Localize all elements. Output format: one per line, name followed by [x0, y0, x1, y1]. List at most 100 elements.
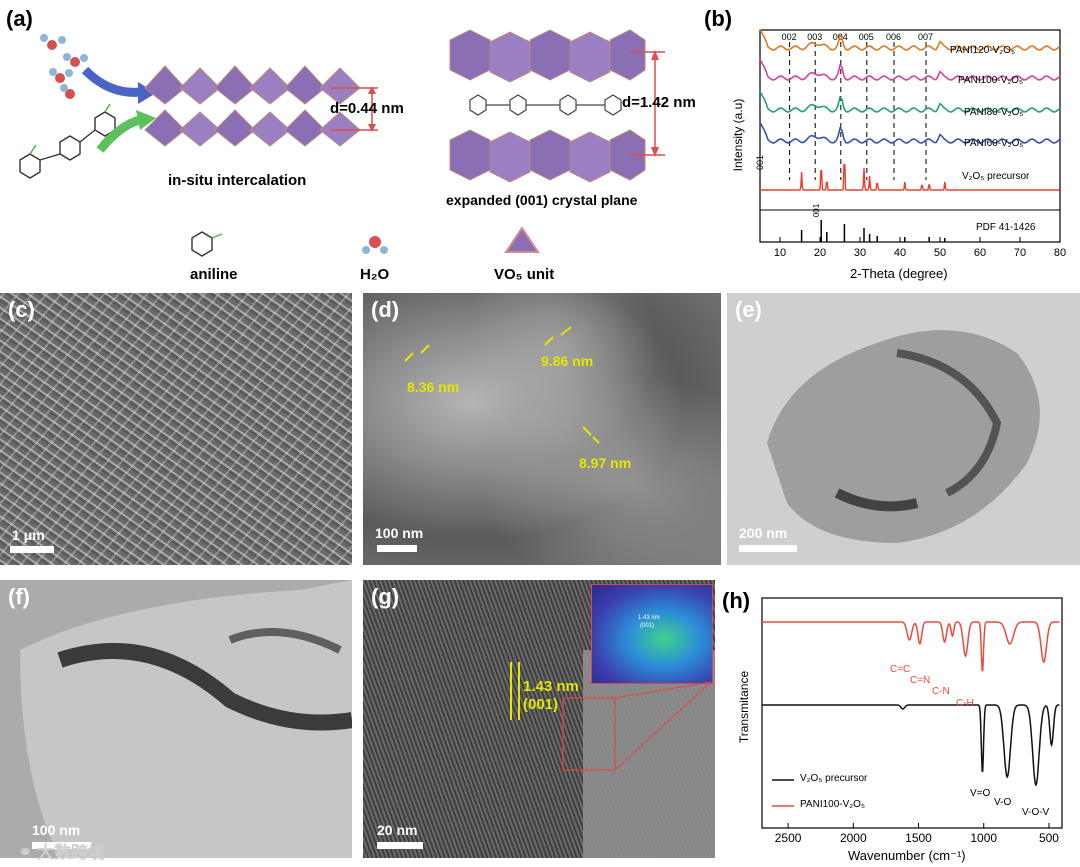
panel-e-tem: (e) 200 nm: [727, 293, 1080, 565]
bond-label-cc: C=C: [890, 664, 911, 675]
ftir-xtick-label: 2500: [775, 831, 802, 845]
panel-e-label: (e): [735, 297, 762, 322]
xrd-peak-label: 003: [807, 32, 822, 42]
watermark: ⚭ 大数跨境: [18, 838, 105, 863]
scale-bar-e: [739, 545, 797, 552]
bond-label-cn: C-N: [932, 686, 950, 697]
xrd-series-label-2: PANI100-V₂O₅: [958, 75, 1023, 86]
measure-label-2: 9.86 nm: [541, 353, 594, 369]
xrd-series-label-3: PANI80-V₂O₅: [964, 107, 1024, 118]
vo5-legend-icon: [504, 226, 540, 253]
d-spacing-right: d=1.42 nm: [622, 94, 696, 111]
legend-vo5-label: VO₅ unit: [494, 266, 555, 283]
lattice-spacing-label: 1.43 nm: [523, 678, 579, 695]
panel-a-schematic: [19, 29, 665, 257]
scale-text-f: 100 nm: [32, 822, 81, 838]
measure-arrows-icon: [404, 326, 600, 444]
scale-bar-d: [377, 545, 417, 552]
scale-bar-f: [32, 842, 92, 849]
panel-b: (b) 001 002 003 004 005 006 007 10 20 30 40 50 60 70…: [700, 0, 1080, 290]
bond-label-vo: V-O: [994, 797, 1012, 808]
tem-sheet-f: [20, 580, 352, 858]
bond-label-ch: C-H: [956, 698, 974, 709]
xrd-series-label-1: PANI120-V₂O₅: [950, 45, 1015, 56]
ftir-pani100-line: [762, 621, 1060, 672]
xrd-peak-label: 007: [918, 32, 933, 42]
panel-d-label: (d): [371, 297, 400, 322]
d-spacing-left: d=0.44 nm: [330, 100, 404, 117]
legend-aniline-label: aniline: [190, 266, 238, 283]
zoom-box-icon: [510, 662, 712, 771]
xrd-peak-label: 001: [755, 155, 765, 170]
ftir-ylabel: Transmitance: [737, 670, 751, 744]
ftir-xtick-label: 1500: [905, 831, 932, 845]
xrd-xtick-label: 10: [774, 247, 786, 259]
ftir-xtick-label: 500: [1039, 831, 1059, 845]
watermark-logo-icon: ⚭: [18, 843, 33, 862]
aniline-chain-icon: [19, 103, 116, 179]
xrd-series-line: [759, 122, 1061, 144]
panel-a: (a): [0, 0, 740, 290]
legend-precursor: V₂O₅ precursor: [800, 773, 868, 784]
legend-h2o-label: H₂O: [360, 266, 390, 283]
inset-spacing-label: 1.43 nm: [638, 615, 660, 621]
aniline-legend-icon: [191, 231, 223, 257]
scale-text-d: 100 nm: [375, 525, 424, 541]
ftir-xtick-label: 2000: [840, 831, 867, 845]
caption-expanded: expanded (001) crystal plane: [446, 192, 638, 208]
panel-g-hrtem: (g) 1.43 nm (001) 1.43 nm (001) 20 nm: [363, 580, 715, 858]
xrd-series-line: [759, 59, 1061, 81]
h2o-legend-icon: [362, 236, 388, 254]
xrd-peak-label: 002: [782, 32, 797, 42]
ftir-chart: 2500 2000 1500 1000 500: [761, 597, 1063, 845]
panel-h-label: (h): [722, 588, 751, 613]
scale-text-e: 200 nm: [739, 525, 788, 541]
measure-label-3: 8.97 nm: [579, 455, 632, 471]
watermark-text: 大数跨境: [36, 843, 105, 862]
panel-b-label: (b): [704, 6, 733, 31]
xrd-xtick-label: 40: [894, 247, 906, 259]
panel-d-sem: (d) 8.36 nm 9.86 nm 8.97 nm 100 nm: [363, 293, 721, 565]
caption-in-situ: in-situ intercalation: [168, 172, 307, 189]
v2o5-layers-right: [449, 29, 646, 183]
xrd-pdf-peak-label: 001: [812, 203, 822, 218]
xrd-peak-label: 006: [886, 32, 901, 42]
xrd-series-line: [759, 91, 1061, 113]
panel-c-sem: (c) 1 μm: [0, 293, 352, 565]
xrd-xtick-label: 70: [1014, 247, 1026, 259]
v2o5-layers-left: [144, 65, 361, 147]
ftir-xlabel: Wavenumber (cm⁻¹): [848, 848, 966, 863]
bond-label-vo-double: V=O: [970, 788, 991, 799]
tem-sheet-e: [767, 330, 1040, 543]
bond-label-cn-double: C=N: [910, 675, 931, 686]
panel-a-label: (a): [6, 6, 33, 31]
xrd-precursor-line: [760, 163, 1060, 191]
xrd-xtick-label: 60: [974, 247, 986, 259]
xrd-pdf-label: PDF 41-1426: [976, 222, 1036, 233]
xrd-xlabel: 2-Theta (degree): [850, 266, 948, 281]
scale-text-g: 20 nm: [377, 822, 418, 838]
scale-bar-c: [10, 546, 54, 553]
blue-arrow-icon: [81, 66, 141, 97]
intercalated-aniline-icon: [469, 94, 622, 116]
inset-plane-label: (001): [640, 623, 655, 629]
ftir-precursor-line: [762, 704, 1060, 787]
scale-text-c: 1 μm: [12, 527, 45, 543]
panel-f-tem: (f) 100 nm: [0, 580, 352, 858]
xrd-series-label-5: V₂O₅ precursor: [962, 171, 1030, 182]
xrd-peak-label: 005: [859, 32, 874, 42]
legend-pani100: PANI100-V₂O₅: [800, 799, 865, 810]
panel-h: (h) 2500 2000 1500 1000 500 Transmitance Wav…: [718, 580, 1080, 867]
xrd-ylabel: Intensity (a.u): [731, 98, 745, 172]
water-molecules-icon: [40, 34, 88, 99]
panel-c-label: (c): [8, 297, 35, 322]
fft-inset: 1.43 nm (001): [591, 584, 713, 684]
panel-g-label: (g): [371, 584, 400, 609]
xrd-series-line: [759, 29, 1061, 51]
xrd-series-label-4: PANI60-V₂O₅: [964, 138, 1024, 149]
bond-label-vov: V-O-V: [1022, 807, 1050, 818]
xrd-xtick-label: 30: [854, 247, 866, 259]
ftir-xtick-label: 1000: [970, 831, 997, 845]
lattice-plane-label: (001): [523, 696, 559, 713]
